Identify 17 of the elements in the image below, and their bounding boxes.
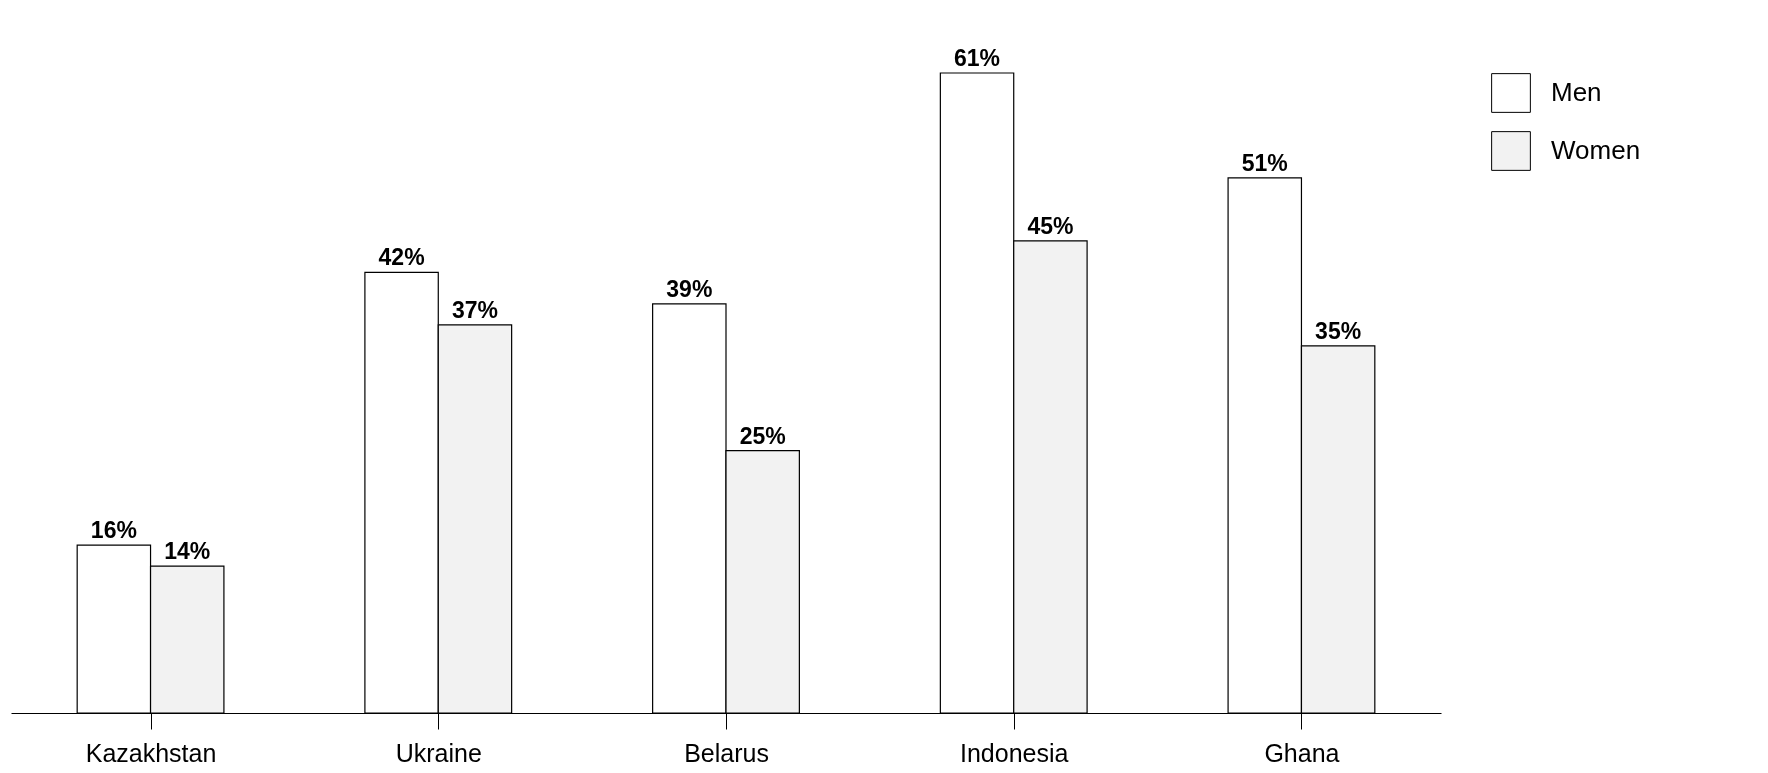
data-label: 51% bbox=[1241, 149, 1288, 176]
data-label: 61% bbox=[954, 45, 1001, 71]
x-tick-label: Ukraine bbox=[395, 738, 482, 767]
data-label: 16% bbox=[90, 517, 137, 544]
legend-label: Men bbox=[1551, 77, 1602, 107]
x-tick-label: Kazakhstan bbox=[85, 738, 217, 767]
data-label: 25% bbox=[739, 422, 786, 449]
data-label: 35% bbox=[1315, 317, 1362, 344]
data-label: 14% bbox=[164, 538, 211, 565]
data-label: 39% bbox=[666, 275, 713, 302]
x-tick-label: Ghana bbox=[1264, 738, 1340, 767]
legend-label: Women bbox=[1551, 135, 1641, 165]
data-label: 42% bbox=[378, 244, 425, 271]
x-tick-label: Indonesia bbox=[960, 738, 1069, 767]
data-label: 45% bbox=[1027, 212, 1074, 239]
x-tick-label: Belarus bbox=[684, 738, 769, 767]
data-label: 37% bbox=[451, 296, 498, 323]
